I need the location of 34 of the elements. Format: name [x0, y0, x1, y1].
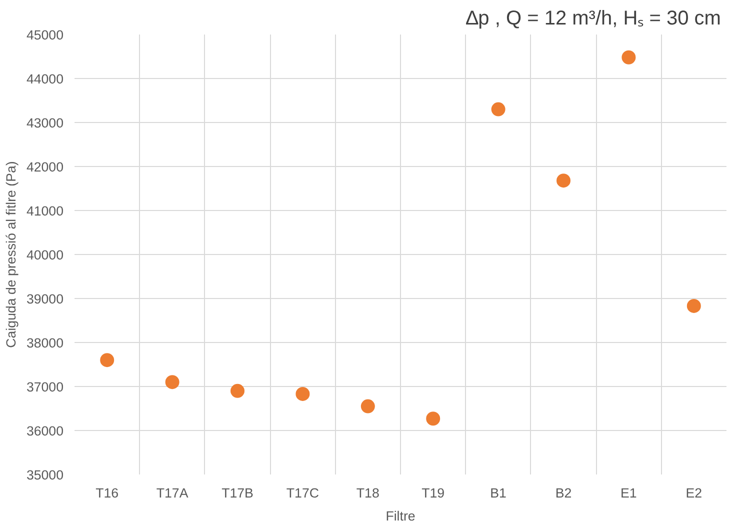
- x-tick-label: T19: [422, 486, 445, 500]
- y-tick-label: 43000: [26, 116, 64, 130]
- x-tick-label: T17C: [286, 486, 320, 500]
- y-tick-label: 35000: [26, 468, 64, 482]
- x-tick-label: E1: [620, 486, 637, 500]
- point: [556, 174, 570, 188]
- x-tick-label: T18: [356, 486, 380, 500]
- y-axis-title: Caiguda de pressió al fitlre (Pa): [3, 161, 18, 348]
- point: [165, 375, 180, 390]
- y-tick-label: 42000: [26, 160, 64, 174]
- point: [426, 412, 440, 426]
- x-tick-label: T17B: [222, 486, 254, 500]
- point: [230, 384, 244, 398]
- x-tick-label: T17A: [156, 486, 188, 500]
- point: [360, 399, 375, 414]
- x-tick-label: T16: [96, 486, 119, 500]
- y-tick-label: 40000: [26, 248, 64, 262]
- y-tick-label: 38000: [26, 336, 64, 350]
- y-tick-label: 44000: [26, 72, 64, 86]
- x-tick-label: E2: [686, 486, 702, 500]
- point: [622, 50, 636, 64]
- point: [491, 102, 506, 116]
- y-tick-label: 45000: [26, 28, 64, 42]
- point: [686, 298, 701, 313]
- chart-title: ∆p , Q = 12 m³/h, Hₛ = 30 cm: [466, 8, 721, 30]
- point: [100, 353, 114, 368]
- y-tick-label: 36000: [26, 424, 64, 438]
- x-tick-label: B1: [490, 486, 506, 500]
- y-tick-label: 37000: [26, 380, 64, 394]
- y-tick-label: 39000: [26, 292, 64, 306]
- point: [296, 386, 310, 401]
- x-axis-title: Filtre: [386, 508, 416, 524]
- y-tick-label: 41000: [26, 204, 64, 218]
- x-tick-label: B2: [555, 486, 572, 500]
